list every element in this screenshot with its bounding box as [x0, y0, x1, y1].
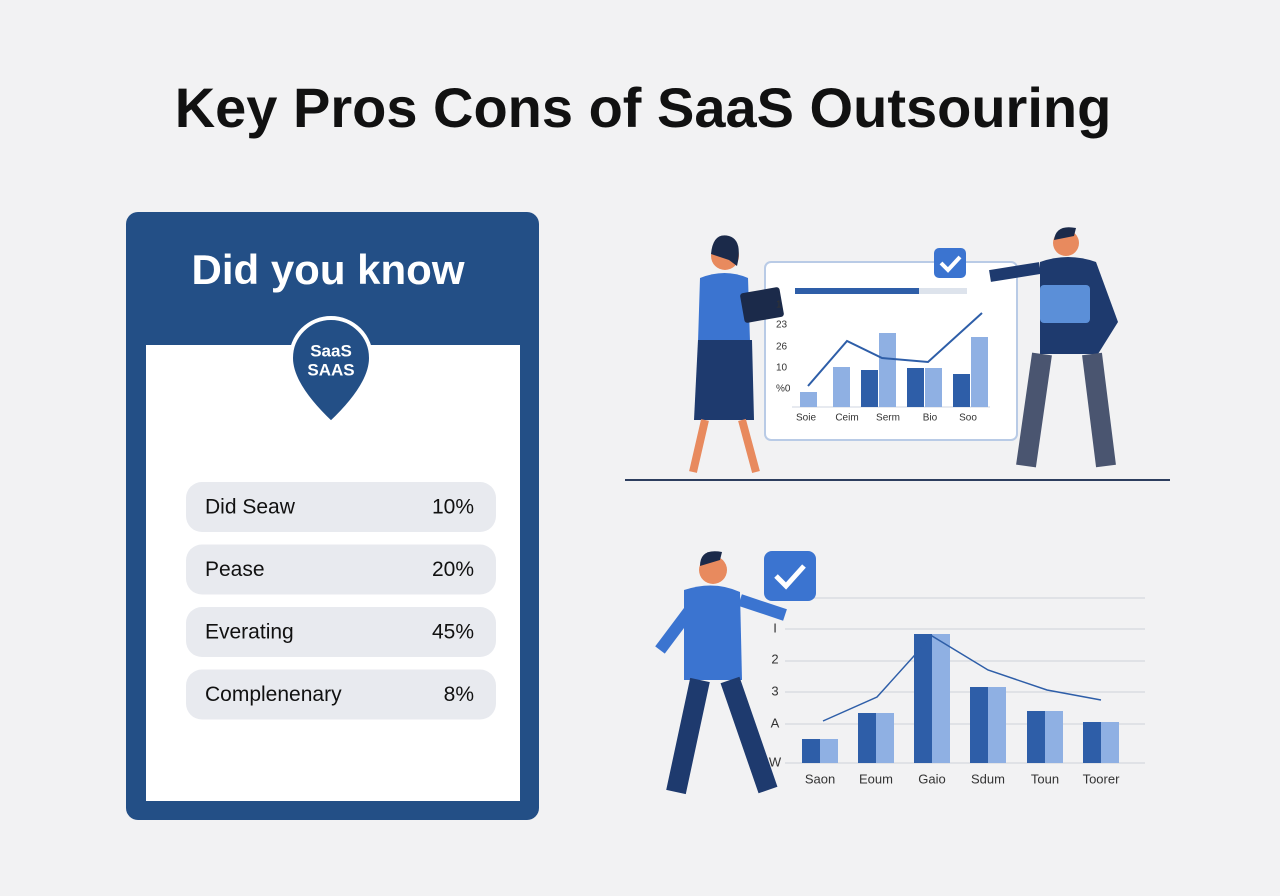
- axis-label: 23: [776, 320, 788, 331]
- bar: [820, 739, 838, 763]
- bar: [858, 713, 876, 763]
- row: [186, 669, 496, 720]
- bar: [1027, 711, 1045, 763]
- title: Key Pros Cons of SaaS Outsouring: [175, 76, 1112, 139]
- axis-label: %0: [776, 384, 791, 395]
- row: [186, 607, 496, 657]
- illustration-top-labels: 1 23 26 10 %0 Soie Ceim Serm Bio Soo: [776, 300, 977, 424]
- row-value: 20%: [432, 558, 474, 581]
- category-label: Bio: [923, 413, 938, 424]
- axis-label: 1: [776, 300, 782, 311]
- person-hair: [711, 235, 739, 266]
- trend-line: [822, 635, 1102, 722]
- row-value: 45%: [432, 621, 474, 644]
- axis-label: I: [773, 620, 777, 635]
- bar: [914, 634, 932, 763]
- bar: [970, 687, 988, 763]
- category-label: Gaio: [918, 771, 945, 786]
- axis-label: 2: [771, 651, 778, 666]
- laptop: [740, 287, 784, 323]
- person-legs: [1016, 352, 1116, 468]
- bars: [800, 333, 988, 407]
- checkmark: [774, 564, 806, 590]
- row-value: 10%: [432, 496, 474, 519]
- bar: [876, 713, 894, 763]
- category-label: Soie: [796, 413, 816, 424]
- tablet: [1040, 285, 1090, 323]
- badge-text: SAAS: [307, 360, 354, 379]
- bars: [802, 634, 1119, 763]
- bar: [1045, 711, 1063, 763]
- bar: [907, 368, 924, 407]
- bar: [879, 333, 896, 407]
- progress-fill: [795, 288, 919, 294]
- row-label: Everating: [205, 621, 294, 644]
- category-label: Soo: [959, 413, 977, 424]
- category-label: Toun: [1031, 771, 1059, 786]
- person-arm: [738, 594, 787, 621]
- axis-label: A: [771, 715, 780, 730]
- axis-label: 26: [776, 342, 788, 353]
- person-arm: [989, 262, 1041, 282]
- badge: [288, 316, 374, 426]
- category-label: Eoum: [859, 771, 893, 786]
- row-list: Did Seaw 10% Pease 20% Everating 45% Complenen…: [186, 482, 496, 720]
- category-label: Serm: [876, 413, 900, 424]
- row-value: 8%: [444, 683, 474, 706]
- checkbox: [934, 248, 966, 278]
- person-body: [684, 585, 742, 680]
- illustration-bottom-labels: I 2 3 A W Saon Eoum Gaio Sdum Toun Toorer: [769, 620, 1120, 786]
- row-label: Pease: [205, 558, 265, 581]
- illustration-top: [625, 227, 1170, 481]
- bar: [953, 374, 970, 407]
- person-legs: [689, 418, 760, 474]
- bar: [800, 392, 817, 407]
- badge-text: SaaS: [310, 341, 352, 360]
- illustration-bottom: [655, 551, 1145, 795]
- row: [186, 482, 496, 532]
- person-skirt: [694, 340, 754, 420]
- axis-label: 3: [771, 683, 778, 698]
- checkbox: [764, 551, 816, 601]
- axis-label: 10: [776, 363, 788, 374]
- bar: [1083, 722, 1101, 763]
- category-label: Saon: [805, 771, 835, 786]
- trend-line: [807, 312, 983, 387]
- bar: [971, 337, 988, 407]
- bar: [802, 739, 820, 763]
- bar: [925, 368, 942, 407]
- row-label: Complenenary: [205, 683, 342, 706]
- checkmark: [939, 255, 962, 273]
- person-body: [698, 273, 750, 342]
- row-label: Did Seaw: [205, 496, 296, 519]
- row: [186, 544, 496, 595]
- bar: [861, 370, 878, 407]
- person-legs: [666, 676, 778, 795]
- category-label: Sdum: [971, 771, 1005, 786]
- bar: [1101, 722, 1119, 763]
- card-heading: Did you know: [192, 246, 465, 293]
- axis-label: W: [769, 754, 782, 769]
- bar: [932, 634, 950, 763]
- person-hair: [1054, 227, 1076, 240]
- bar: [988, 687, 1006, 763]
- category-label: Ceim: [835, 413, 858, 424]
- category-label: Toorer: [1083, 771, 1121, 786]
- person-arm: [655, 606, 695, 654]
- person-hair: [700, 551, 722, 566]
- bar: [833, 367, 850, 407]
